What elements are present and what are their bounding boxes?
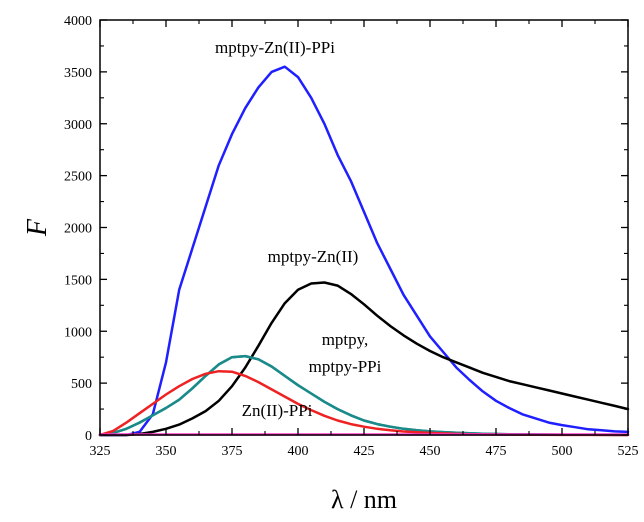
plot-lines bbox=[98, 65, 630, 437]
series-line-0 bbox=[98, 65, 630, 437]
y-tick-label: 2000 bbox=[64, 222, 92, 237]
y-tick-label: 3000 bbox=[64, 118, 92, 133]
axis-ticks bbox=[99, 19, 629, 436]
axis-titles: λ / nm F bbox=[22, 218, 397, 514]
x-tick-label: 525 bbox=[618, 444, 639, 459]
x-tick-label: 375 bbox=[222, 444, 243, 459]
annotation-label: mptpy-PPi bbox=[309, 357, 382, 376]
y-tick-label: 1000 bbox=[64, 325, 92, 340]
annotation-label: mptpy, bbox=[322, 330, 369, 349]
x-tick-label: 350 bbox=[156, 444, 177, 459]
x-tick-label: 425 bbox=[354, 444, 375, 459]
y-tick-label: 1500 bbox=[64, 273, 92, 288]
x-tick-label: 475 bbox=[486, 444, 507, 459]
y-tick-label: 2500 bbox=[64, 170, 92, 185]
y-axis-title: F bbox=[22, 218, 53, 237]
x-tick-label: 325 bbox=[90, 444, 111, 459]
y-tick-label: 3500 bbox=[64, 66, 92, 81]
series-line-1 bbox=[98, 281, 630, 437]
annotation-label: mptpy-Zn(II) bbox=[268, 247, 359, 266]
tick-labels: 325 350 375 400 425 450 475 500 525 0 500 1000 1500 2… bbox=[64, 14, 639, 459]
annotation-label: Zn(II)-PPi bbox=[242, 401, 313, 420]
x-tick-label: 450 bbox=[420, 444, 441, 459]
x-tick-label: 400 bbox=[288, 444, 309, 459]
x-axis-title: λ / nm bbox=[331, 485, 397, 514]
annotation-label: mptpy-Zn(II)-PPi bbox=[215, 38, 335, 57]
x-tick-label: 500 bbox=[552, 444, 573, 459]
y-tick-label: 500 bbox=[71, 377, 92, 392]
y-tick-label: 4000 bbox=[64, 14, 92, 29]
annotations: mptpy-Zn(II)-PPi mptpy-Zn(II) mptpy, mptpy-… bbox=[215, 38, 382, 420]
y-tick-label: 0 bbox=[85, 429, 92, 444]
